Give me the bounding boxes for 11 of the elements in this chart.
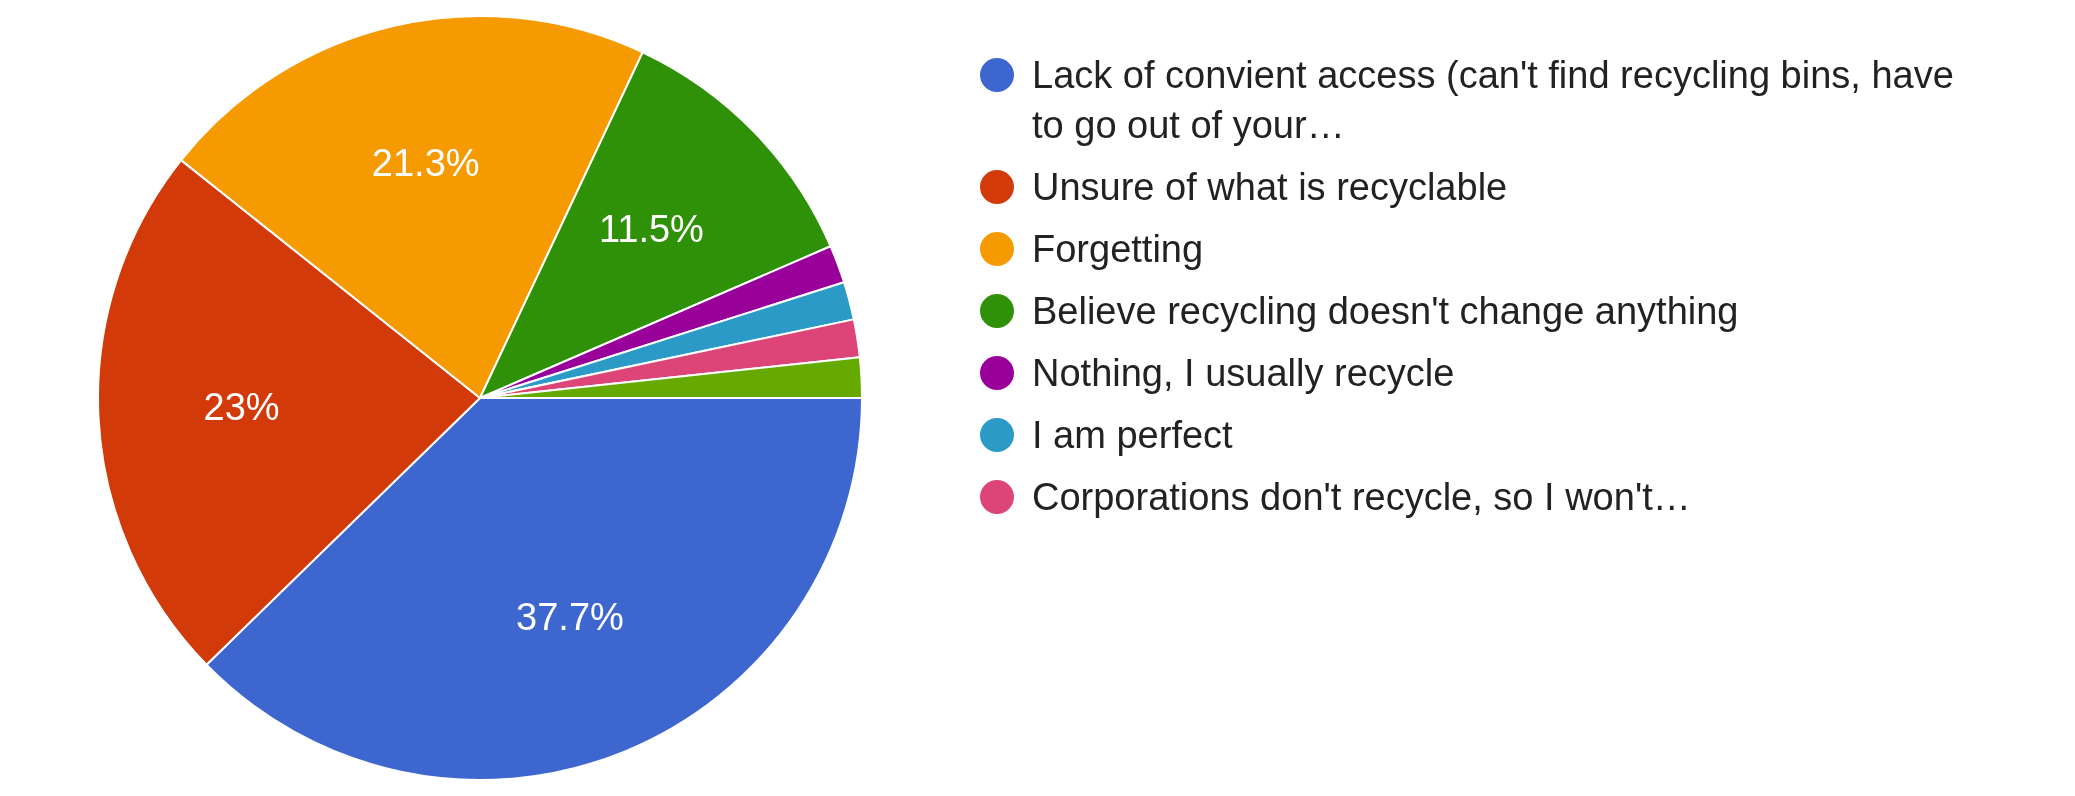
legend-label: Nothing, I usually recycle	[1032, 351, 1455, 396]
legend-label: Lack of convient access (can't find recycling bins, have to go out of your…	[1032, 53, 1955, 148]
data-label: 11.5%	[598, 208, 704, 251]
legend-label: Believe recycling doesn't change anything	[1032, 289, 1739, 334]
data-label: 23%	[203, 386, 280, 429]
data-label: 21.3%	[371, 141, 480, 184]
data-label: 37.7%	[516, 595, 624, 638]
legend-label: I am perfect	[1032, 413, 1233, 458]
legend-label: Forgetting	[1032, 227, 1204, 272]
legend-label: Unsure of what is recyclable	[1032, 165, 1508, 210]
legend-label: Corporations don't recycle, so I won't…	[1032, 475, 1691, 520]
